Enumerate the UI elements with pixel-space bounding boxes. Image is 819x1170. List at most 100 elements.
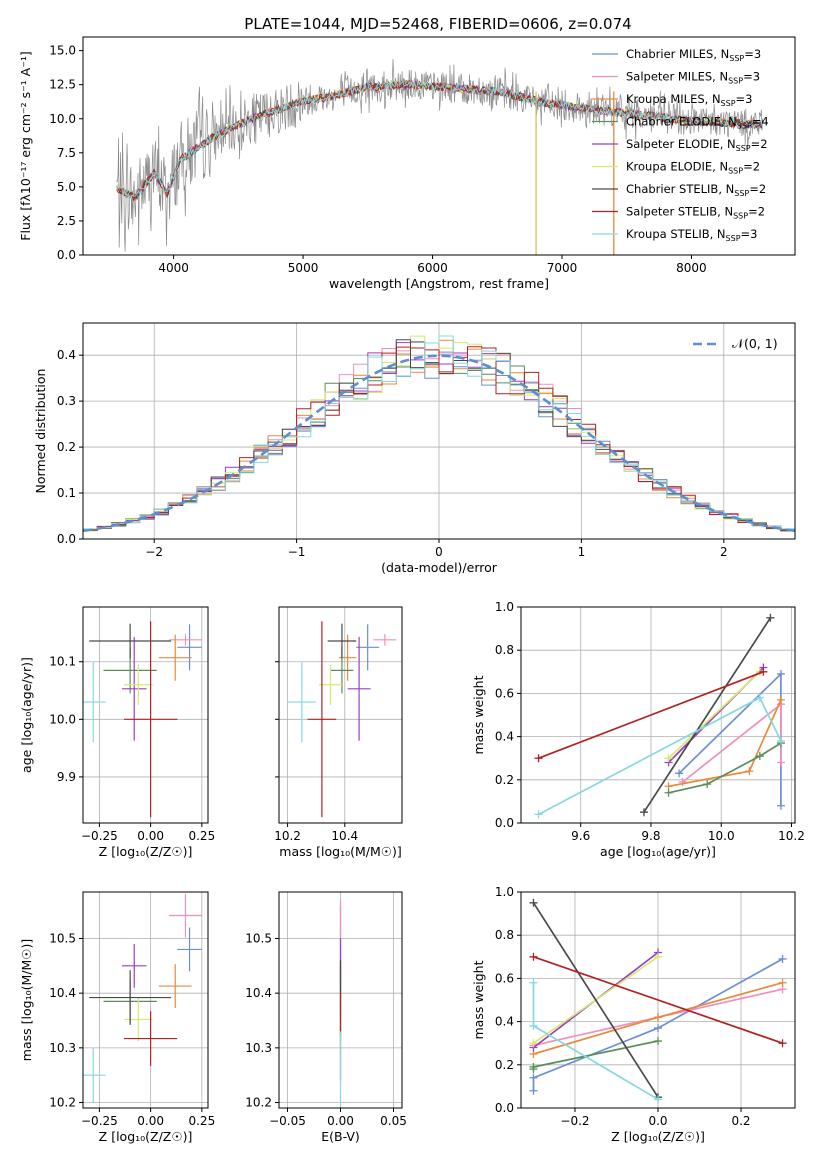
legend-label: Chabrier MILES, NSSP=3	[626, 47, 761, 63]
legend-label: Salpeter ELODIE, NSSP=2	[626, 137, 768, 153]
errorbar-point	[121, 636, 147, 741]
axes-frame	[82, 606, 209, 824]
errorbar-point	[123, 621, 178, 818]
legend-label: Kroupa STELIB, NSSP=3	[626, 227, 757, 243]
y-axis-label: mass weight	[471, 675, 486, 754]
weight-marker	[755, 752, 764, 761]
plot-area	[116, 58, 764, 255]
weight-line	[538, 696, 782, 816]
plot-area	[83, 335, 795, 534]
y-tick-label: 12.5	[49, 78, 76, 92]
legend-subscript: SSP	[736, 144, 751, 153]
y-tick-label: 0.6	[495, 971, 514, 985]
x-tick-label: 0.2	[731, 1114, 750, 1128]
y-tick-label: 10.5	[245, 931, 272, 945]
weight-marker	[529, 1062, 538, 1071]
errorbar-point	[158, 964, 192, 1008]
y-tick-label: 1.0	[495, 885, 514, 899]
figure-title: PLATE=1044, MJD=52468, FIBERID=0606, z=0…	[244, 15, 631, 33]
x-tick-label: 10.0	[708, 829, 735, 843]
y-tick-label: 0.8	[495, 643, 514, 657]
weight-marker	[639, 808, 648, 817]
axes-frame	[82, 36, 796, 256]
x-tick-label: 6000	[417, 261, 448, 275]
legend-count: =2	[743, 160, 760, 174]
y-tick-label: 0.2	[57, 440, 76, 454]
x-tick-label: 0.00	[327, 1114, 354, 1128]
y-axis-label: age [log₁₀(age/yr)]	[19, 657, 34, 773]
weight-marker	[529, 952, 538, 961]
x-tick-label: −2	[145, 545, 163, 559]
legend-model-name: Kroupa MILES, N	[626, 92, 721, 106]
plot-area	[529, 898, 787, 1104]
x-axis-label: wavelength [Angstrom, rest frame]	[329, 276, 549, 291]
age_vs_Z-chart: −0.25 0.00 0.25 9.9 10.0 10.1 Z [log₁₀(Z/Z☉)] a…	[19, 606, 215, 859]
x-tick-label: −0.2	[560, 1114, 589, 1128]
legend-model-name: Salpeter STELIB, N	[626, 205, 733, 219]
errorbar-point	[169, 634, 202, 646]
plot-area	[534, 613, 785, 819]
legend-label: Salpeter STELIB, NSSP=2	[626, 205, 765, 221]
errorbar-point	[177, 624, 202, 671]
legend-model-name: Salpeter ELODIE, N	[626, 137, 736, 151]
x-tick-label: 4000	[158, 261, 189, 275]
x-tick-label: 7000	[547, 261, 578, 275]
x-tick-label: 0.00	[137, 829, 164, 843]
weight-line	[532, 902, 659, 1098]
legend-label: Salpeter MILES, NSSP=3	[626, 70, 760, 86]
residual-histogram	[83, 335, 795, 532]
weight-marker	[776, 669, 785, 678]
y-tick-label: 0.3	[57, 394, 76, 408]
legend-model-name: Chabrier STELIB, N	[626, 182, 734, 196]
x-tick-label: 0	[435, 545, 443, 559]
weight-marker	[675, 769, 684, 778]
x-axis-label: Z [log₁₀(Z/Z☉)]	[611, 1129, 705, 1144]
legend-subscript: SSP	[728, 77, 743, 86]
axes-frame	[278, 891, 403, 1109]
x-tick-label: 0.00	[137, 1114, 164, 1128]
x-axis-label: E(B-V)	[321, 1129, 360, 1144]
weight-line	[667, 671, 761, 759]
legend-count: =2	[751, 137, 768, 151]
weight-line	[668, 742, 782, 794]
x-tick-label: 8000	[676, 261, 707, 275]
y-tick-label: 0.4	[495, 1015, 514, 1029]
y-tick-label: 5.0	[57, 180, 76, 194]
mass_vs_ebv-chart: −0.05 0.00 0.05 10.2 10.3 10.4 10.5 E(B-V)	[245, 891, 407, 1144]
legend-label: Chabrier ELODIE, NSSP=4	[626, 115, 769, 131]
legend-model-name: Kroupa ELODIE, N	[626, 160, 728, 174]
errorbar-point	[347, 636, 371, 741]
legend-count: =3	[743, 70, 760, 84]
legend-label: Chabrier STELIB, NSSP=2	[626, 182, 766, 198]
axes-frame	[82, 891, 209, 1109]
weight-marker	[654, 1024, 662, 1033]
mass_vs_Z-chart: −0.25 0.00 0.25 10.2 10.3 10.4 10.5 Z [log₁₀(Z/…	[19, 891, 215, 1144]
y-tick-label: 10.1	[49, 655, 76, 669]
plot-area	[83, 893, 202, 1103]
weight-marker	[534, 754, 543, 763]
y-tick-label: 0.0	[57, 248, 76, 262]
weight-marker	[654, 1037, 662, 1046]
legend-model-name: Kroupa STELIB, N	[626, 227, 726, 241]
axes-frame	[520, 891, 796, 1109]
legend-model-name: Salpeter MILES, N	[626, 70, 728, 84]
y-tick-label: 15.0	[49, 44, 76, 58]
errorbar-point	[89, 970, 172, 1025]
x-tick-label: 10.4	[331, 829, 358, 843]
errorbar-point	[123, 664, 153, 705]
x-tick-label: 1	[578, 545, 586, 559]
x-tick-label: 0.0	[648, 1114, 667, 1128]
legend-label: 𝒩(0, 1)	[732, 336, 778, 351]
plot-area	[287, 621, 397, 818]
legend-subscript: SSP	[721, 99, 736, 108]
weight-marker	[755, 693, 764, 702]
residuals-chart: −2 −1 0 1 2 0.0 0.1 0.2 0.3 0.4 (data-model)/error…	[33, 322, 796, 575]
x-tick-label: 0.25	[188, 1114, 215, 1128]
y-tick-label: 1.0	[495, 600, 514, 614]
legend-subscript: SSP	[729, 54, 744, 63]
data-spectrum	[116, 58, 763, 252]
y-axis-label: Normed distribution	[33, 369, 48, 494]
y-tick-label: 0.0	[495, 816, 514, 830]
